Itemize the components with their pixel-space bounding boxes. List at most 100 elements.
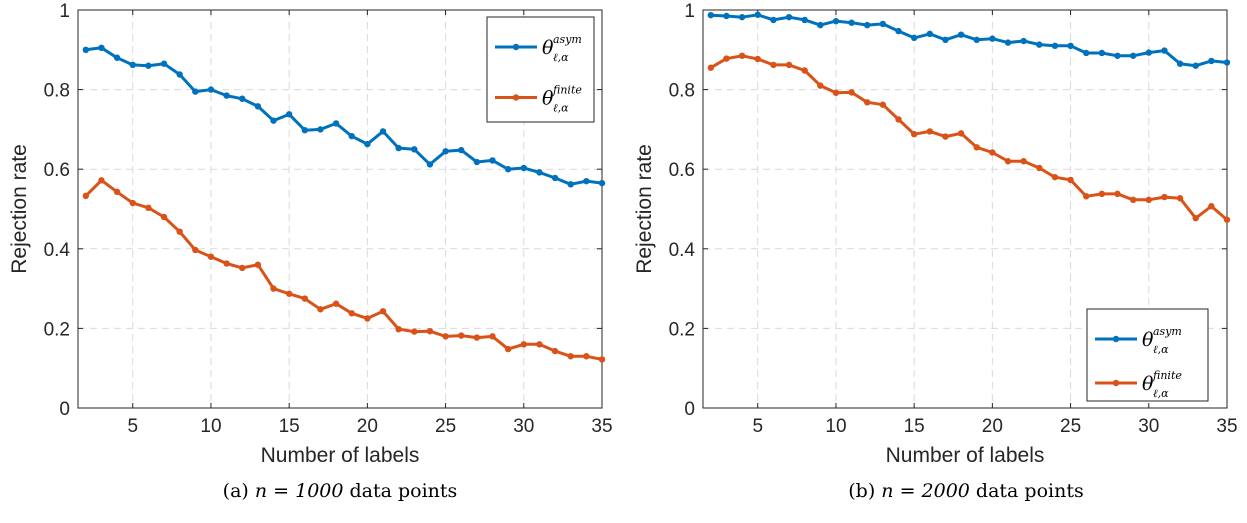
data-point-finite [583, 353, 590, 360]
data-point-finite [567, 353, 574, 360]
data-point-asym [332, 120, 340, 127]
data-point-asym [817, 21, 824, 29]
x-tick-label: 30 [1138, 416, 1159, 437]
data-point-finite [770, 61, 777, 69]
data-point-asym [348, 132, 355, 140]
data-point-asym [1161, 47, 1168, 54]
data-point-asym [489, 157, 496, 164]
data-point-asym [957, 31, 965, 38]
data-point-finite [129, 199, 136, 207]
data-point-finite [910, 130, 918, 138]
y-tick-label: 1 [684, 1, 695, 22]
caption-prefix: (b) [848, 480, 881, 502]
x-tick-label: 35 [1216, 416, 1237, 437]
legend-subscript-finite: ℓ,α [1153, 387, 1169, 400]
data-point-asym [192, 88, 199, 95]
data-point-asym [551, 174, 559, 182]
y-tick-label: 0.2 [669, 319, 695, 340]
data-point-finite [1176, 195, 1184, 202]
data-point-asym [567, 181, 574, 188]
data-point-finite [598, 356, 606, 363]
data-point-asym [848, 19, 855, 26]
y-tick-label: 0.8 [44, 81, 70, 102]
x-axis-label: Number of labels [261, 444, 420, 467]
data-point-asym [223, 92, 230, 99]
data-point-asym [864, 21, 871, 29]
data-point-asym [1208, 57, 1215, 65]
caption-math: n = 1000 [255, 480, 344, 502]
data-point-finite [536, 341, 543, 348]
legend-superscript-finite: finite [552, 84, 582, 97]
series-line-asym [710, 13, 1228, 68]
data-point-asym [520, 164, 527, 172]
data-point-asym [1051, 42, 1059, 50]
data-point-finite [113, 188, 121, 196]
data-point-asym [723, 12, 730, 20]
x-tick-label: 5 [127, 416, 138, 437]
data-point-finite [1223, 216, 1231, 223]
legend-superscript-asym: asym [553, 33, 582, 46]
data-point-asym [504, 166, 512, 173]
data-point-asym [1192, 62, 1199, 69]
data-point-asym [1083, 49, 1090, 57]
caption-suffix: data points [970, 480, 1084, 502]
y-tick-label: 0 [59, 399, 70, 420]
data-point-asym [973, 36, 980, 44]
data-point-finite [1114, 190, 1121, 198]
data-point-asym [1114, 52, 1121, 59]
data-point-finite [738, 52, 746, 59]
data-point-asym [270, 117, 277, 124]
plot-area-frame [702, 9, 1228, 409]
legend-subscript-finite: ℓ,α [553, 102, 569, 115]
data-point-finite [1020, 158, 1027, 165]
data-point-finite [348, 310, 355, 317]
data-point-finite [317, 306, 324, 313]
y-tick-label: 0.2 [44, 319, 70, 340]
x-axis-label: Number of labels [886, 444, 1045, 467]
data-point-finite [270, 285, 277, 292]
data-point-asym [129, 61, 136, 69]
y-tick-label: 0 [684, 399, 695, 420]
data-point-finite [1145, 196, 1152, 204]
data-point-asym [910, 34, 918, 42]
data-point-finite [285, 290, 293, 297]
data-point-asym [738, 13, 746, 21]
data-point-finite [207, 253, 215, 260]
x-tick-label: 10 [200, 416, 221, 437]
data-point-finite [989, 149, 996, 156]
series-line-asym [85, 46, 603, 186]
data-point-finite [848, 89, 855, 96]
data-point-finite [473, 334, 481, 341]
data-point-finite [1129, 196, 1137, 204]
data-point-asym [426, 161, 434, 168]
data-point-finite [160, 213, 168, 221]
data-point-finite [520, 341, 527, 348]
data-point-asym [801, 16, 808, 24]
data-point-asym [1223, 59, 1231, 66]
data-point-asym [285, 111, 293, 118]
data-point-asym [98, 44, 105, 52]
data-point-asym [942, 36, 949, 44]
data-point-finite [364, 315, 371, 322]
data-point-finite [192, 246, 199, 254]
y-tick-label: 0.4 [44, 240, 71, 261]
legend-marker-asym [512, 43, 520, 51]
x-tick-label: 30 [513, 416, 534, 437]
data-point-finite [411, 328, 418, 335]
data-point-finite [426, 327, 434, 335]
x-tick-label: 15 [279, 416, 300, 437]
data-point-asym [770, 16, 777, 24]
data-point-finite [332, 300, 340, 307]
legend-marker-finite [1112, 379, 1120, 387]
data-point-asym [895, 27, 902, 35]
data-point-finite [176, 228, 183, 235]
data-point-finite [1004, 158, 1012, 165]
data-point-finite [942, 133, 949, 140]
data-point-asym [583, 177, 590, 185]
data-point-finite [1192, 214, 1199, 222]
data-point-asym [379, 128, 387, 135]
x-tick-label: 25 [1060, 416, 1081, 437]
y-tick-label: 0.8 [669, 81, 695, 102]
legend-marker-asym [1112, 335, 1120, 343]
